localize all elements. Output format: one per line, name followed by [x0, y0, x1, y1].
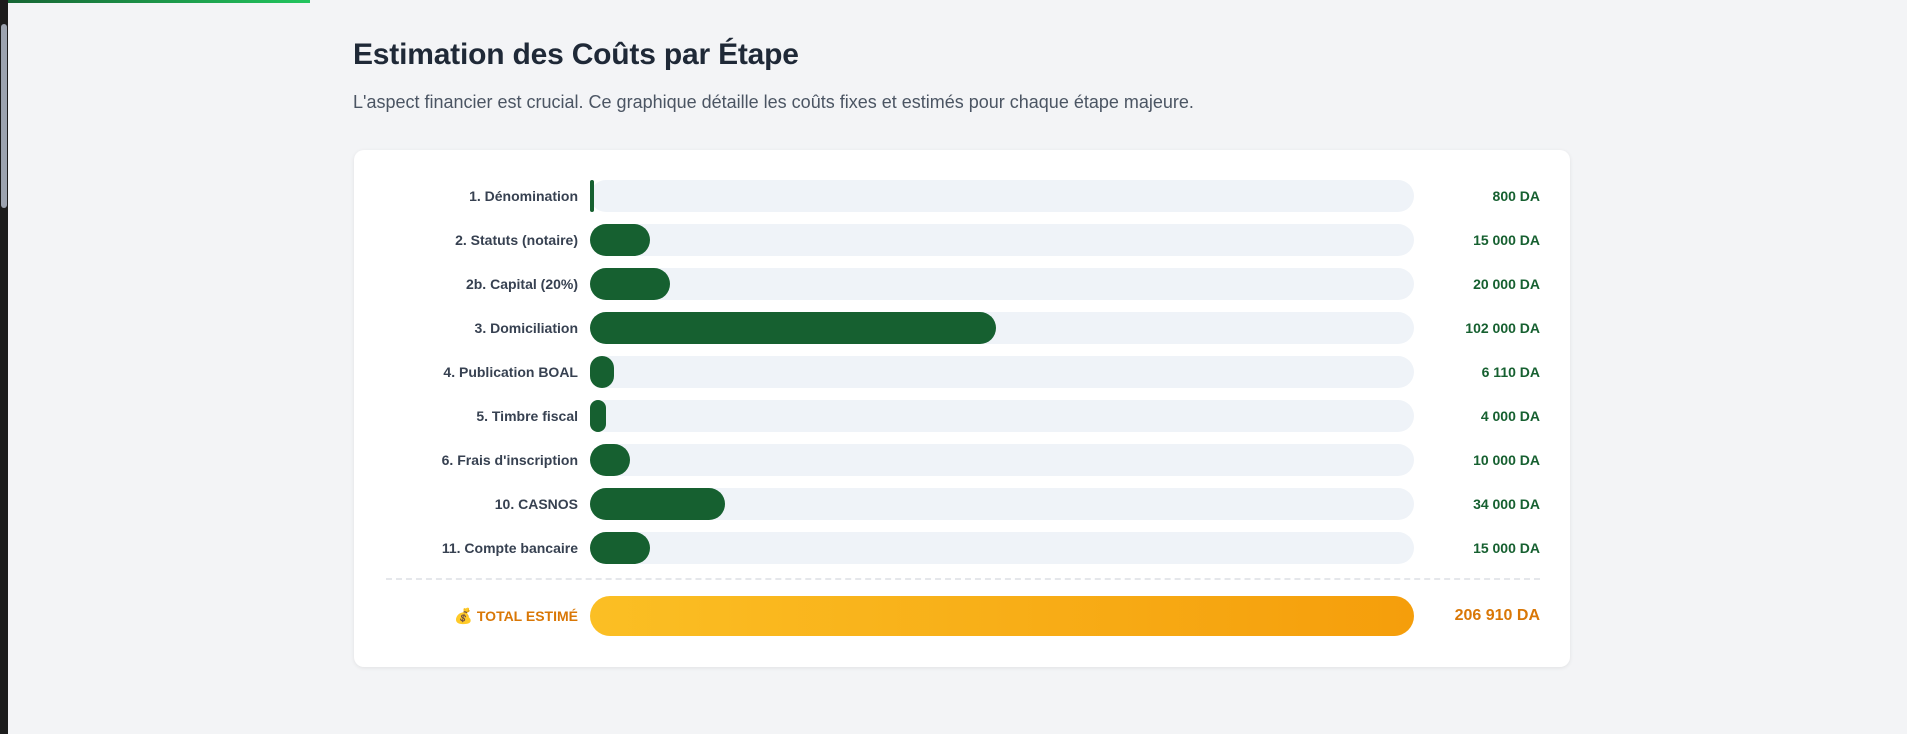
bar-value-label: 20 000 DA — [1473, 276, 1540, 292]
total-value: 206 910 DA — [1454, 607, 1540, 624]
bar-value-label: 6 110 DA — [1481, 364, 1540, 380]
bar-track — [590, 268, 1414, 300]
bar-value-label: 4 000 DA — [1480, 408, 1540, 424]
bar-label: 10. CASNOS — [494, 496, 578, 512]
bar-value-label: 15 000 DA — [1473, 540, 1540, 556]
bar-row: 1. Dénomination 800 DA — [354, 180, 1570, 212]
cost-section-header: Estimation des Coûts par Étape L'aspect … — [353, 38, 1571, 113]
bar-label: 4. Publication BOAL — [443, 364, 578, 380]
total-bar — [590, 596, 1414, 636]
bar-track — [590, 444, 1414, 476]
bar-row: 11. Compte bancaire 15 000 DA — [354, 532, 1570, 564]
bar-track — [590, 180, 1414, 212]
bar — [590, 444, 630, 476]
cost-chart-card: 💰 TOTAL ESTIMÉ 206 910 DA 1. Dénomination… — [354, 150, 1570, 667]
total-label: 💰 TOTAL ESTIMÉ — [354, 596, 578, 636]
window-edge — [0, 0, 8, 734]
bar-row: 6. Frais d'inscription 10 000 DA — [354, 444, 1570, 476]
bar — [590, 312, 997, 344]
bar-track — [590, 400, 1414, 432]
scrollbar-thumb[interactable] — [1, 24, 7, 208]
bar-row: 2b. Capital (20%) 20 000 DA — [354, 268, 1570, 300]
bar-track — [590, 488, 1414, 520]
bar — [590, 356, 615, 388]
bar-row: 4. Publication BOAL 6 110 DA — [354, 356, 1570, 388]
bar-value-label: 10 000 DA — [1473, 452, 1540, 468]
bar-label: 11. Compte bancaire — [441, 540, 578, 556]
bar — [590, 532, 650, 564]
bar-label: 2b. Capital (20%) — [465, 276, 578, 292]
bar-label: 6. Frais d'inscription — [441, 452, 578, 468]
bar-row: 2. Statuts (notaire) 15 000 DA — [354, 224, 1570, 256]
section-subtitle: L'aspect financier est crucial. Ce graph… — [353, 92, 1194, 112]
bar-track — [590, 356, 1414, 388]
bar-value-label: 34 000 DA — [1473, 496, 1540, 512]
bar — [590, 268, 670, 300]
bar-value-label: 15 000 DA — [1473, 232, 1540, 248]
bar-label: 5. Timbre fiscal — [476, 408, 578, 424]
bar — [590, 224, 650, 256]
bar-value-label: 102 000 DA — [1465, 320, 1540, 336]
bar-row: 5. Timbre fiscal 4 000 DA — [354, 400, 1570, 432]
bar-track — [590, 312, 1414, 344]
bar-track — [590, 532, 1414, 564]
bar-track — [590, 224, 1414, 256]
total-divider — [386, 578, 1540, 580]
bar — [590, 180, 594, 212]
bar-label: 3. Domiciliation — [474, 320, 578, 336]
bar-row: 3. Domiciliation 102 000 DA — [354, 312, 1570, 344]
reading-progress-bar — [8, 0, 310, 3]
bar — [590, 400, 606, 432]
bar-value-label: 800 DA — [1492, 188, 1540, 204]
bar-label: 1. Dénomination — [469, 188, 578, 204]
section-title: Estimation des Coûts par Étape — [353, 38, 799, 71]
total-row: 💰 TOTAL ESTIMÉ 206 910 DA — [354, 596, 1570, 636]
bar — [590, 488, 726, 520]
money-bag-icon: 💰 — [454, 608, 473, 625]
total-label-text: TOTAL ESTIMÉ — [476, 608, 578, 624]
bar-row: 10. CASNOS 34 000 DA — [354, 488, 1570, 520]
bar-label: 2. Statuts (notaire) — [455, 232, 578, 248]
